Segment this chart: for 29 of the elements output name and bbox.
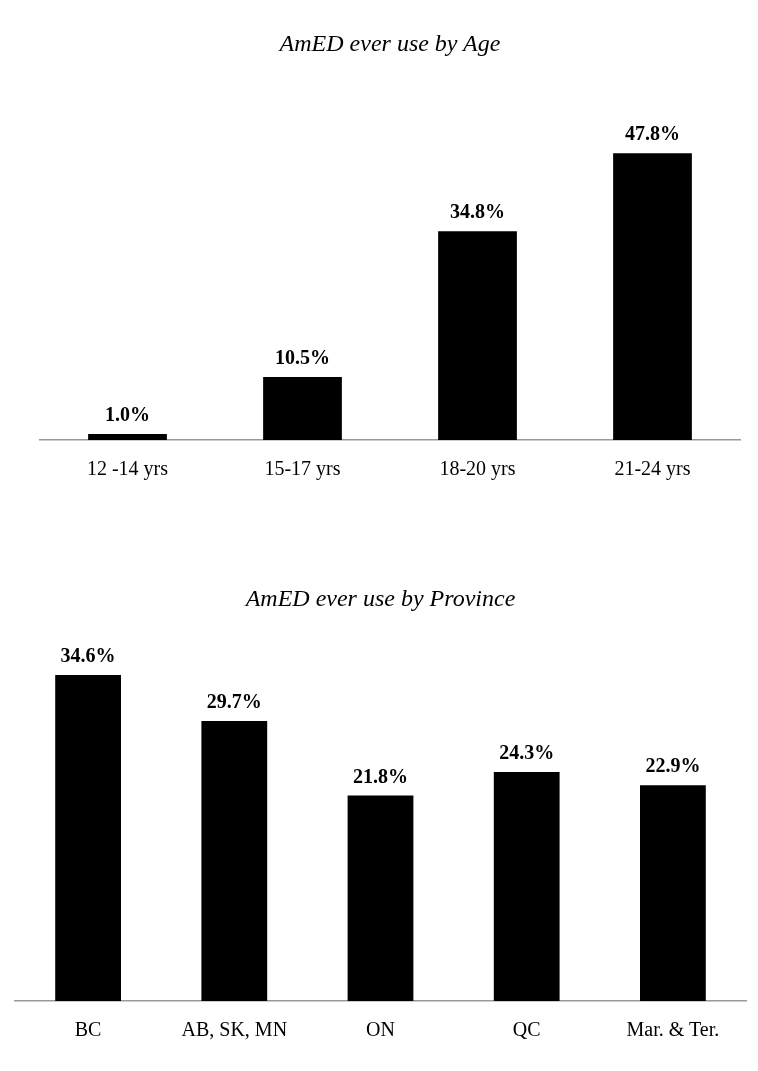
x-tick-label: AB, SK, MN bbox=[181, 1018, 288, 1041]
data-label: 22.9% bbox=[645, 754, 701, 777]
x-tick-label: 12 -14 yrs bbox=[86, 457, 169, 481]
bar bbox=[55, 674, 121, 1001]
bar bbox=[493, 771, 560, 1001]
data-label: 34.6% bbox=[60, 644, 116, 667]
bar bbox=[263, 377, 342, 440]
data-label: 1.0% bbox=[105, 403, 150, 426]
x-tick-label: 15-17 yrs bbox=[264, 457, 341, 481]
x-tick-label: 21-24 yrs bbox=[614, 457, 691, 481]
x-tick-label: QC bbox=[512, 1018, 541, 1041]
bar bbox=[201, 721, 268, 1001]
bar bbox=[88, 434, 167, 440]
bar bbox=[613, 153, 692, 440]
x-tick-label: 18-20 yrs bbox=[439, 457, 516, 481]
x-tick-label: BC bbox=[74, 1018, 102, 1041]
data-label: 34.8% bbox=[450, 200, 505, 223]
x-tick-label: Mar. & Ter. bbox=[626, 1018, 720, 1041]
x-tick-label: ON bbox=[366, 1018, 395, 1041]
bar bbox=[640, 785, 706, 1001]
chart-title: AmED ever use by Province bbox=[243, 584, 516, 611]
bar bbox=[347, 795, 414, 1001]
bar bbox=[438, 231, 517, 440]
data-label: 29.7% bbox=[206, 690, 262, 713]
data-label: 21.8% bbox=[353, 764, 408, 787]
data-label: 10.5% bbox=[275, 346, 330, 369]
data-label: 24.3% bbox=[499, 741, 555, 764]
data-label: 47.8% bbox=[625, 122, 680, 145]
chart-title: AmED ever use by Age bbox=[277, 29, 501, 56]
